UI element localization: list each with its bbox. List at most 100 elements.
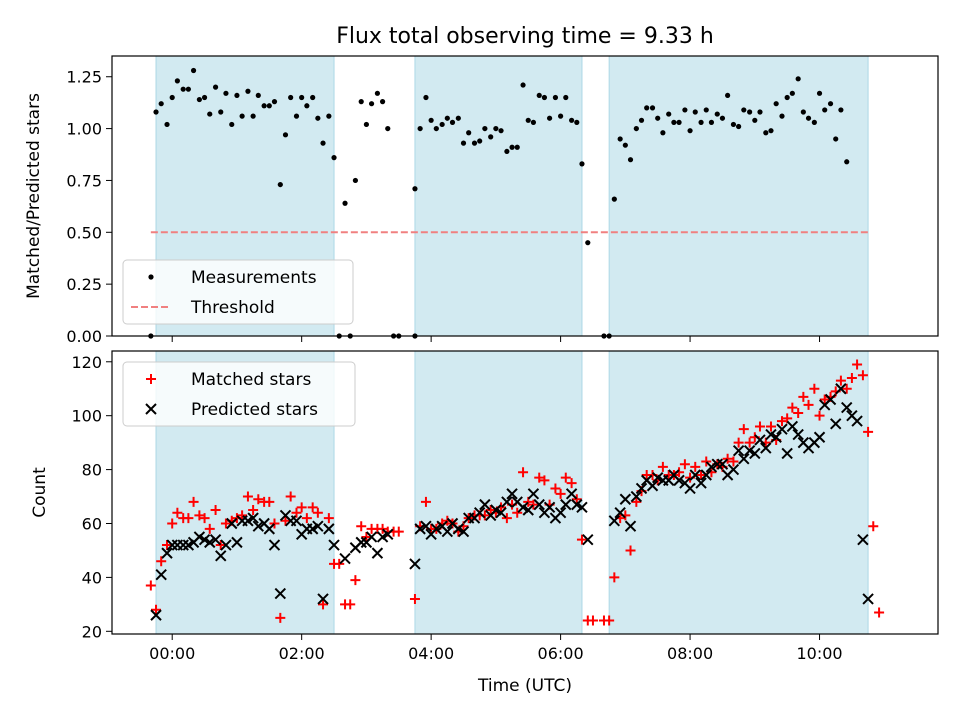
measurement-point bbox=[190, 67, 197, 74]
legend-predicted-marker bbox=[145, 403, 157, 415]
legend: Measurements Threshold bbox=[122, 259, 354, 325]
measurement-point bbox=[368, 101, 375, 107]
predicted-star-point bbox=[576, 501, 588, 514]
measurement-point bbox=[201, 94, 208, 101]
predicted-star-point bbox=[365, 531, 378, 543]
y-axis-label: Matched/Predicted stars bbox=[24, 93, 44, 299]
measurement-point bbox=[293, 113, 300, 119]
y-tick-label: 60 bbox=[82, 514, 102, 533]
matched-star-point bbox=[512, 507, 523, 518]
x-tick-label: 06:00 bbox=[538, 644, 584, 663]
predicted-star-point bbox=[851, 415, 863, 427]
matched-star-point bbox=[194, 510, 205, 521]
measurement-point bbox=[692, 109, 698, 115]
predicted-star-point bbox=[813, 431, 826, 443]
axes-frame bbox=[111, 55, 939, 337]
predicted-star-point bbox=[732, 445, 745, 457]
predicted-star-point bbox=[220, 539, 232, 551]
measurement-point bbox=[185, 86, 191, 92]
predicted-star-point bbox=[543, 501, 556, 514]
matched-star-point bbox=[307, 502, 318, 513]
measurement-point bbox=[212, 84, 219, 90]
measurement-point bbox=[682, 107, 688, 113]
measurement-point bbox=[552, 94, 559, 101]
matched-star-point bbox=[275, 612, 286, 623]
measurement-point bbox=[266, 103, 272, 109]
predicted-star-point bbox=[792, 428, 804, 441]
predicted-star-point bbox=[161, 547, 173, 559]
predicted-star-point bbox=[705, 461, 718, 473]
matched-star-point bbox=[733, 437, 744, 448]
predicted-star-point bbox=[565, 488, 578, 500]
legend-box bbox=[122, 361, 356, 427]
predicted-star-point bbox=[862, 593, 874, 605]
predicted-star-point bbox=[700, 469, 712, 481]
predicted-star-point bbox=[457, 525, 470, 538]
legend-label: Predicted stars bbox=[191, 400, 318, 420]
y-tick-label: 0.50 bbox=[66, 223, 102, 242]
measurement-point bbox=[223, 90, 229, 96]
measurement-point bbox=[763, 130, 769, 136]
measurement-point bbox=[757, 109, 763, 115]
measurement-point bbox=[471, 140, 478, 146]
y-tick-label: 0.00 bbox=[66, 327, 102, 346]
observing-interval-band bbox=[608, 55, 869, 337]
measurement-point bbox=[271, 99, 278, 105]
measurement-point bbox=[789, 90, 795, 96]
predicted-star-point bbox=[781, 447, 793, 460]
matched-star-point bbox=[754, 421, 765, 432]
matched-star-point bbox=[242, 491, 253, 502]
predicted-star-point bbox=[231, 536, 243, 549]
matched-star-point bbox=[835, 375, 846, 386]
measurement-point bbox=[363, 121, 370, 128]
matched-star-point bbox=[361, 531, 372, 542]
predicted-star-point bbox=[312, 520, 324, 532]
measurement-point bbox=[741, 107, 747, 113]
measurement-point bbox=[676, 119, 682, 125]
matched-star-point bbox=[803, 399, 814, 410]
matched-star-point bbox=[534, 472, 545, 483]
measurement-point bbox=[352, 177, 358, 184]
measurement-point bbox=[477, 138, 483, 144]
measurement-point bbox=[299, 94, 305, 101]
matched-star-point bbox=[253, 494, 264, 505]
matched-star-point bbox=[334, 558, 345, 569]
predicted-star-point bbox=[689, 469, 701, 481]
y-tick-label: 80 bbox=[82, 461, 102, 480]
measurement-point bbox=[158, 101, 164, 107]
predicted-star-point bbox=[323, 523, 335, 535]
measurement-point bbox=[558, 113, 564, 119]
matched-star-point bbox=[738, 424, 749, 435]
matched-star-point bbox=[409, 593, 420, 604]
measurement-point bbox=[466, 130, 472, 136]
measurement-point bbox=[174, 78, 180, 84]
measurement-point bbox=[385, 125, 391, 132]
matched-star-point bbox=[576, 534, 587, 545]
matched-star-point bbox=[798, 391, 809, 402]
measurement-point bbox=[617, 136, 623, 142]
matched-star-point bbox=[560, 472, 571, 483]
predicted-star-point bbox=[673, 474, 685, 487]
measurement-point bbox=[730, 121, 737, 128]
matched-star-point bbox=[285, 491, 296, 502]
measurement-point bbox=[444, 115, 450, 121]
predicted-star-point bbox=[473, 507, 486, 519]
y-tick-label: 1.00 bbox=[66, 120, 102, 139]
y-tick-label: 0.25 bbox=[66, 275, 102, 294]
predicted-star-point bbox=[582, 533, 594, 546]
matched-star-point bbox=[863, 426, 874, 437]
predicted-star-point bbox=[506, 488, 518, 500]
matched-star-point bbox=[518, 467, 529, 478]
data-points bbox=[145, 359, 885, 626]
measurement-point bbox=[719, 115, 726, 121]
matched-star-point bbox=[145, 580, 156, 591]
measurement-point bbox=[655, 115, 661, 121]
matched-star-point bbox=[528, 499, 539, 510]
matched-star-point bbox=[345, 599, 356, 610]
measurement-point bbox=[218, 109, 224, 115]
measurement-point bbox=[207, 111, 213, 117]
measurement-point bbox=[250, 113, 256, 119]
measurement-point bbox=[827, 101, 834, 107]
y-tick-label: 120 bbox=[71, 353, 102, 372]
measurement-point bbox=[245, 88, 251, 94]
